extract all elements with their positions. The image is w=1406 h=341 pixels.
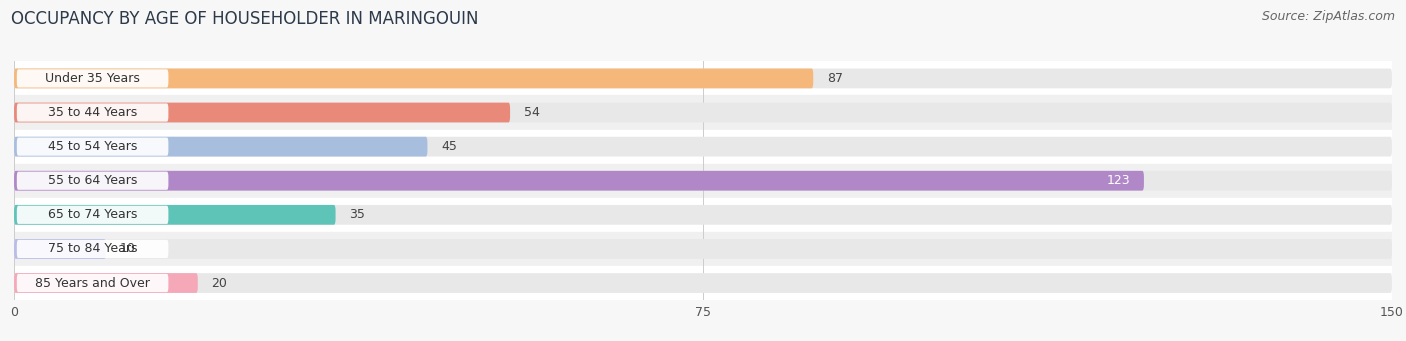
Text: 10: 10 [120, 242, 135, 255]
Bar [14, 164, 1392, 198]
Text: Under 35 Years: Under 35 Years [45, 72, 141, 85]
FancyBboxPatch shape [14, 137, 1392, 157]
Bar [14, 95, 1392, 130]
FancyBboxPatch shape [17, 206, 169, 224]
FancyBboxPatch shape [14, 137, 427, 157]
Bar [14, 130, 1392, 164]
Bar [14, 198, 1392, 232]
FancyBboxPatch shape [14, 239, 1392, 259]
Text: OCCUPANCY BY AGE OF HOUSEHOLDER IN MARINGOUIN: OCCUPANCY BY AGE OF HOUSEHOLDER IN MARIN… [11, 10, 479, 28]
Text: 85 Years and Over: 85 Years and Over [35, 277, 150, 290]
Text: 20: 20 [211, 277, 228, 290]
FancyBboxPatch shape [14, 69, 1392, 88]
FancyBboxPatch shape [17, 274, 169, 292]
FancyBboxPatch shape [14, 171, 1392, 191]
Text: Source: ZipAtlas.com: Source: ZipAtlas.com [1261, 10, 1395, 23]
Text: 55 to 64 Years: 55 to 64 Years [48, 174, 138, 187]
FancyBboxPatch shape [17, 137, 169, 156]
FancyBboxPatch shape [14, 273, 1392, 293]
Text: 123: 123 [1107, 174, 1130, 187]
FancyBboxPatch shape [17, 69, 169, 88]
FancyBboxPatch shape [17, 240, 169, 258]
Text: 65 to 74 Years: 65 to 74 Years [48, 208, 138, 221]
FancyBboxPatch shape [17, 172, 169, 190]
Text: 54: 54 [524, 106, 540, 119]
Bar [14, 61, 1392, 95]
FancyBboxPatch shape [14, 239, 105, 259]
Text: 75 to 84 Years: 75 to 84 Years [48, 242, 138, 255]
Text: 35 to 44 Years: 35 to 44 Years [48, 106, 138, 119]
FancyBboxPatch shape [14, 103, 510, 122]
Bar [14, 232, 1392, 266]
FancyBboxPatch shape [14, 171, 1144, 191]
FancyBboxPatch shape [14, 69, 813, 88]
Text: 87: 87 [827, 72, 844, 85]
Text: 35: 35 [349, 208, 366, 221]
FancyBboxPatch shape [14, 103, 1392, 122]
Text: 45 to 54 Years: 45 to 54 Years [48, 140, 138, 153]
Bar [14, 266, 1392, 300]
FancyBboxPatch shape [14, 205, 1392, 225]
FancyBboxPatch shape [14, 273, 198, 293]
FancyBboxPatch shape [14, 205, 336, 225]
Text: 45: 45 [441, 140, 457, 153]
FancyBboxPatch shape [17, 103, 169, 122]
